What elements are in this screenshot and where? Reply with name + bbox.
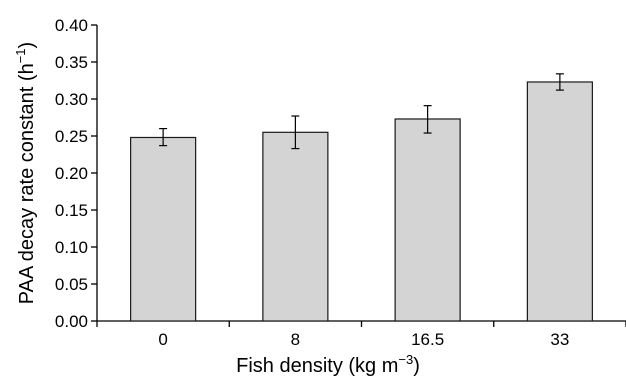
y-tick-label: 0.40 [55, 16, 88, 35]
bar [526, 81, 593, 322]
y-tick-label: 0.15 [55, 201, 88, 220]
x-tick-label: 8 [291, 330, 300, 349]
bar [262, 131, 329, 322]
x-tick-label: 0 [158, 330, 167, 349]
bars [130, 81, 593, 322]
y-ticks: 0.00 0.05 0.10 0.15 0.20 0.25 0.30 0.35 0.40 [55, 16, 97, 331]
y-tick-label: 0.35 [55, 53, 88, 72]
y-tick-label: 0.00 [55, 312, 88, 331]
y-axis-title: PAA decay rate constant (h−1) [13, 42, 38, 304]
x-tick-label: 16.5 [411, 330, 444, 349]
x-tick-label: 33 [550, 330, 569, 349]
y-tick-label: 0.20 [55, 164, 88, 183]
y-tick-label: 0.30 [55, 90, 88, 109]
x-ticks: 0 8 16.5 33 [96, 321, 626, 349]
y-tick-label: 0.10 [55, 238, 88, 257]
error-bars [159, 73, 564, 150]
y-axis: 0.00 0.05 0.10 0.15 0.20 0.25 0.30 0.35 0.40 [55, 16, 98, 331]
y-tick-label: 0.25 [55, 127, 88, 146]
x-axis: 0 8 16.5 33 [96, 320, 626, 349]
bar [394, 118, 461, 322]
bar [130, 136, 197, 322]
y-tick-label: 0.05 [55, 275, 88, 294]
x-axis-title: Fish density (kg m−3) [236, 352, 420, 377]
